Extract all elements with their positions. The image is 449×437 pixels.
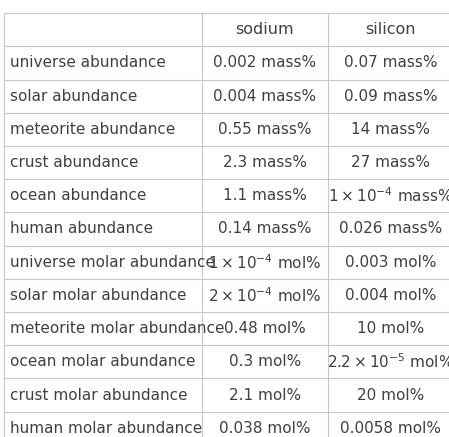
Text: ocean abundance: ocean abundance <box>10 188 146 203</box>
Text: human molar abundance: human molar abundance <box>10 421 202 436</box>
Text: 10 mol%: 10 mol% <box>357 321 424 336</box>
Text: solar molar abundance: solar molar abundance <box>10 288 186 303</box>
Text: 0.3 mol%: 0.3 mol% <box>229 354 301 369</box>
Text: crust abundance: crust abundance <box>10 155 138 170</box>
Text: 0.026 mass%: 0.026 mass% <box>339 222 442 236</box>
Text: 20 mol%: 20 mol% <box>357 388 424 402</box>
Text: 0.038 mol%: 0.038 mol% <box>219 421 311 436</box>
Text: silicon: silicon <box>365 22 416 37</box>
Text: $1\times10^{-4}$ mol%: $1\times10^{-4}$ mol% <box>208 253 321 271</box>
Text: crust molar abundance: crust molar abundance <box>10 388 188 402</box>
Text: solar abundance: solar abundance <box>10 89 137 104</box>
Text: universe molar abundance: universe molar abundance <box>10 255 215 270</box>
Text: meteorite molar abundance: meteorite molar abundance <box>10 321 224 336</box>
Text: 14 mass%: 14 mass% <box>351 122 430 137</box>
Text: meteorite abundance: meteorite abundance <box>10 122 175 137</box>
Text: 0.48 mol%: 0.48 mol% <box>224 321 306 336</box>
Text: 0.09 mass%: 0.09 mass% <box>344 89 437 104</box>
Text: 0.002 mass%: 0.002 mass% <box>213 55 317 70</box>
Text: 0.55 mass%: 0.55 mass% <box>218 122 312 137</box>
Text: $2.2\times10^{-5}$ mol%: $2.2\times10^{-5}$ mol% <box>327 353 449 371</box>
Text: $1\times10^{-4}$ mass%: $1\times10^{-4}$ mass% <box>328 187 449 205</box>
Text: 0.0058 mol%: 0.0058 mol% <box>340 421 441 436</box>
Text: 0.004 mol%: 0.004 mol% <box>345 288 436 303</box>
Text: 27 mass%: 27 mass% <box>351 155 430 170</box>
Text: $2\times10^{-4}$ mol%: $2\times10^{-4}$ mol% <box>208 286 321 305</box>
Text: 0.14 mass%: 0.14 mass% <box>218 222 312 236</box>
Text: 2.3 mass%: 2.3 mass% <box>223 155 307 170</box>
Text: 1.1 mass%: 1.1 mass% <box>223 188 307 203</box>
Text: universe abundance: universe abundance <box>10 55 166 70</box>
Text: 2.1 mol%: 2.1 mol% <box>229 388 301 402</box>
Text: human abundance: human abundance <box>10 222 153 236</box>
Text: 0.003 mol%: 0.003 mol% <box>345 255 436 270</box>
Text: 0.07 mass%: 0.07 mass% <box>344 55 437 70</box>
Text: ocean molar abundance: ocean molar abundance <box>10 354 195 369</box>
Text: sodium: sodium <box>236 22 294 37</box>
Text: 0.004 mass%: 0.004 mass% <box>213 89 317 104</box>
